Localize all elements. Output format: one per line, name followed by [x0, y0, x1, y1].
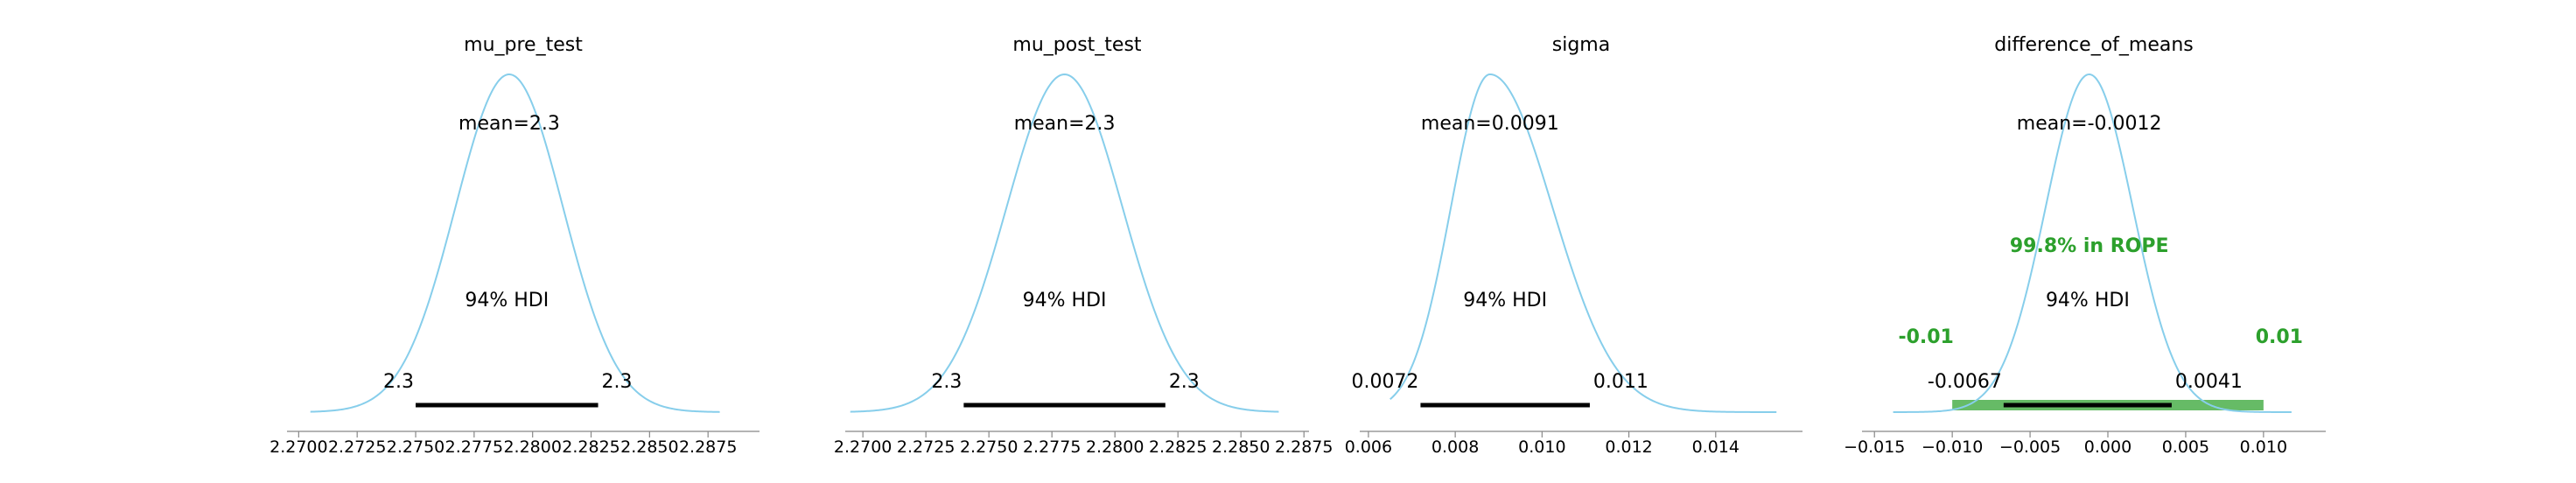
panel-title: mu_pre_test	[464, 34, 583, 56]
mean-label: mean=-0.0012	[2017, 113, 2162, 135]
x-tick-label: 0.000	[2084, 438, 2132, 457]
panel-difference-of-means: −0.015 −0.010 −0.005 0.000 0.005 0.010 differe…	[1844, 34, 2326, 457]
x-tick-label: 0.010	[2240, 438, 2287, 457]
hdi-high-label: 2.3	[602, 371, 633, 393]
hdi-low-label: -0.0067	[1928, 371, 2002, 393]
x-tick-label: 2.2725	[328, 438, 386, 457]
x-tick-label: 0.012	[1605, 438, 1652, 457]
rope-percent-label: 99.8% in ROPE	[2010, 235, 2169, 257]
rope-low-label: -0.01	[1898, 326, 1953, 348]
rope-high-label: 0.01	[2256, 326, 2303, 348]
hdi-low-label: 2.3	[931, 371, 962, 393]
mean-label: mean=2.3	[458, 113, 560, 135]
x-tick-label: 2.2800	[1086, 438, 1144, 457]
panel-mu-pre-test: 2.2700 2.2725 2.2750 2.2775 2.2800 2.2825 2.28…	[270, 34, 760, 457]
x-tick-label: 0.005	[2162, 438, 2209, 457]
x-tick-label: 2.2825	[1149, 438, 1207, 457]
x-tick-label: −0.010	[1922, 438, 1983, 457]
x-tick-label: 2.2875	[679, 438, 737, 457]
kde-curve	[1893, 73, 2292, 413]
x-tick-label: 2.2850	[1212, 438, 1270, 457]
x-tick-label: 2.2700	[834, 438, 892, 457]
x-tick-label: 0.006	[1345, 438, 1392, 457]
hdi-label: 94% HDI	[1463, 290, 1547, 312]
mean-label: mean=2.3	[1014, 113, 1116, 135]
x-tick-label: 0.010	[1518, 438, 1565, 457]
panel-mu-post-test: 2.2700 2.2725 2.2750 2.2775 2.2800 2.2825 2.28…	[834, 34, 1334, 457]
hdi-label: 94% HDI	[2046, 290, 2130, 312]
mean-label: mean=0.0091	[1421, 113, 1559, 135]
x-tick-label: 0.014	[1692, 438, 1740, 457]
hdi-low-label: 2.3	[383, 371, 414, 393]
panel-title: difference_of_means	[1994, 34, 2194, 56]
panel-title: sigma	[1552, 34, 1610, 56]
x-tick-label: 2.2750	[387, 438, 444, 457]
panel-sigma: 0.006 0.008 0.010 0.012 0.014 sigma mean=0.009…	[1345, 34, 1802, 457]
hdi-label: 94% HDI	[1023, 290, 1107, 312]
x-tick-label: 2.2875	[1275, 438, 1333, 457]
x-tick-label: −0.005	[1999, 438, 2061, 457]
x-tick-label: 2.2750	[960, 438, 1018, 457]
x-tick-label: 2.2800	[503, 438, 561, 457]
x-tick-label: 2.2775	[1023, 438, 1081, 457]
x-tick-label: 2.2725	[897, 438, 955, 457]
hdi-low-label: 0.0072	[1351, 371, 1418, 393]
hdi-high-label: 0.011	[1593, 371, 1648, 393]
hdi-label: 94% HDI	[465, 290, 549, 312]
kde-curve	[1390, 73, 1777, 413]
x-tick-label: 2.2850	[620, 438, 678, 457]
kde-curve	[310, 73, 720, 413]
kde-curve	[850, 73, 1279, 413]
hdi-high-label: 0.0041	[2175, 371, 2243, 393]
x-tick-label: 2.2775	[445, 438, 503, 457]
x-tick-label: 2.2700	[270, 438, 327, 457]
x-tick-label: −0.015	[1844, 438, 1905, 457]
x-tick-label: 2.2825	[562, 438, 620, 457]
panel-title: mu_post_test	[1012, 34, 1142, 56]
x-tick-label: 0.008	[1432, 438, 1479, 457]
hdi-high-label: 2.3	[1169, 371, 1200, 393]
